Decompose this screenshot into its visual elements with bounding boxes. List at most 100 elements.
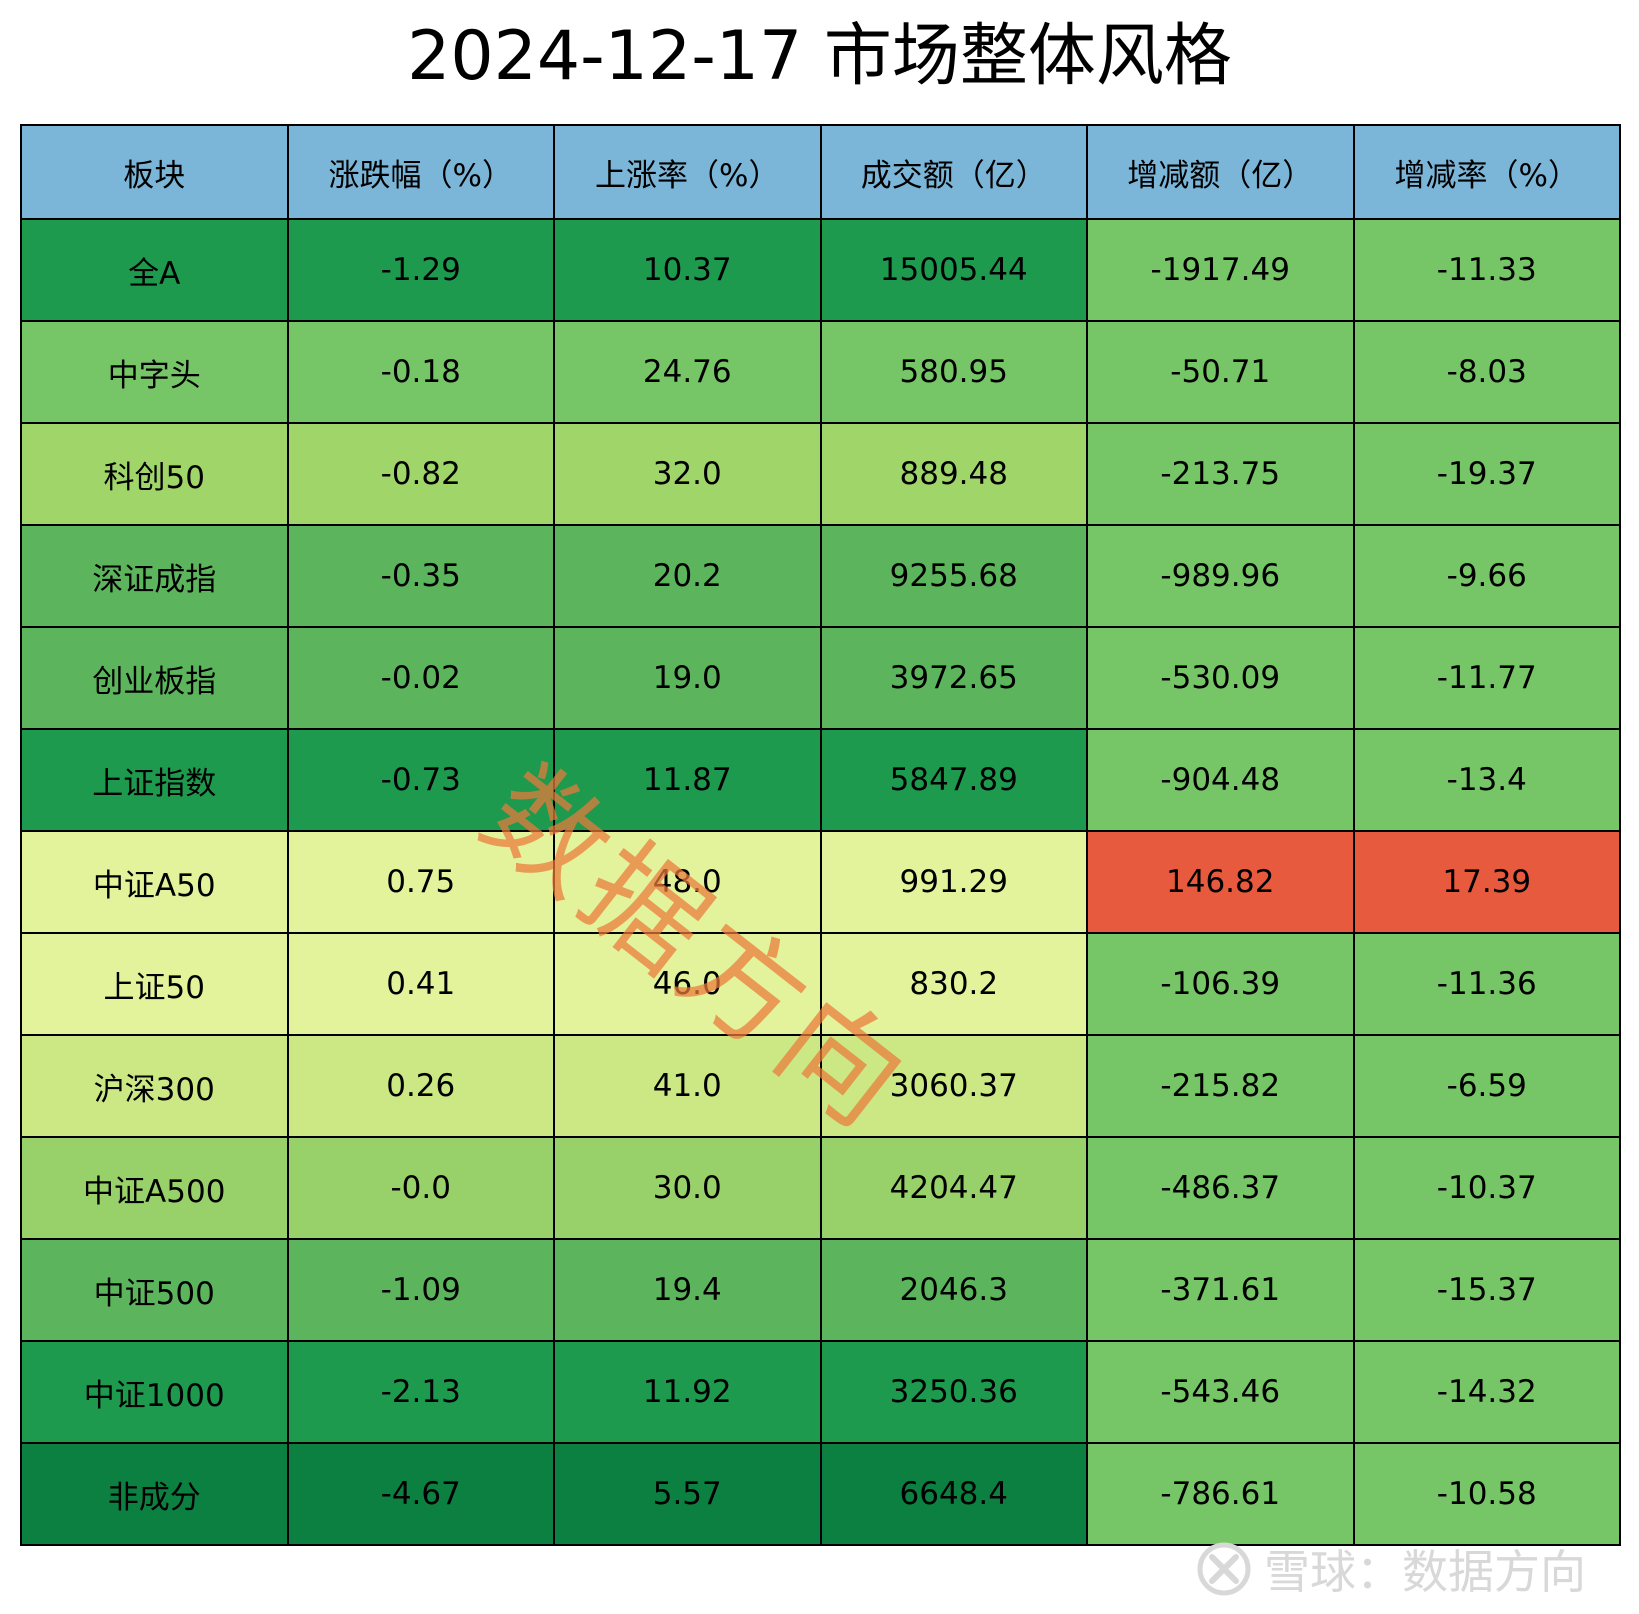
table-cell: -4.67 [286, 1442, 555, 1546]
table-cell: 146.82 [1086, 830, 1355, 934]
table-row: 深证成指 -0.35 20.2 9255.68 -989.96 -9.66 [20, 524, 1621, 628]
table-cell: 46.0 [553, 932, 822, 1036]
table-cell: 19.4 [553, 1238, 822, 1342]
table-cell: -8.03 [1352, 320, 1621, 424]
table-header-row: 板块 涨跌幅（%） 上涨率（%） 成交额（亿） 增减额（亿） 增减率（%） [20, 124, 1621, 220]
column-header-1: 涨跌幅（%） [286, 124, 555, 220]
table-body: 全A -1.29 10.37 15005.44 -1917.49 -11.33 中字头 -0.… [20, 218, 1621, 1546]
table-cell: -1.09 [286, 1238, 555, 1342]
table-cell: -989.96 [1086, 524, 1355, 628]
table-cell: -14.32 [1352, 1340, 1621, 1444]
table-cell: 3060.37 [819, 1034, 1088, 1138]
table-cell: 41.0 [553, 1034, 822, 1138]
row-label: 沪深300 [20, 1034, 289, 1138]
row-label: 上证50 [20, 932, 289, 1036]
table-cell: 2046.3 [819, 1238, 1088, 1342]
table-cell: -530.09 [1086, 626, 1355, 730]
row-label: 中字头 [20, 320, 289, 424]
table-cell: -0.73 [286, 728, 555, 832]
row-label: 中证A500 [20, 1136, 289, 1240]
table-cell: -10.37 [1352, 1136, 1621, 1240]
page-title: 2024-12-17 市场整体风格 [407, 17, 1232, 96]
brand-text: 雪球：数据方向 [1264, 1545, 1586, 1599]
table-cell: 5847.89 [819, 728, 1088, 832]
snowball-logo-icon [1196, 1541, 1252, 1597]
table-cell: -0.0 [286, 1136, 555, 1240]
table-cell: 0.75 [286, 830, 555, 934]
table-cell: -904.48 [1086, 728, 1355, 832]
table-row: 上证50 0.41 46.0 830.2 -106.39 -11.36 [20, 932, 1621, 1036]
table-cell: 5.57 [553, 1442, 822, 1546]
column-header-3: 成交额（亿） [819, 124, 1088, 220]
table-row: 中字头 -0.18 24.76 580.95 -50.71 -8.03 [20, 320, 1621, 424]
table-cell: -1917.49 [1086, 218, 1355, 322]
row-label: 上证指数 [20, 728, 289, 832]
table-cell: -6.59 [1352, 1034, 1621, 1138]
table-cell: -10.58 [1352, 1442, 1621, 1546]
table-cell: 3250.36 [819, 1340, 1088, 1444]
table-cell: 10.37 [553, 218, 822, 322]
table-cell: 24.76 [553, 320, 822, 424]
table-cell: -11.77 [1352, 626, 1621, 730]
table-cell: 15005.44 [819, 218, 1088, 322]
brand-footer: 雪球：数据方向 [1196, 1534, 1586, 1604]
table-cell: 0.26 [286, 1034, 555, 1138]
table-cell: -543.46 [1086, 1340, 1355, 1444]
table-cell: 11.92 [553, 1340, 822, 1444]
table-cell: -11.33 [1352, 218, 1621, 322]
table-cell: 830.2 [819, 932, 1088, 1036]
row-label: 深证成指 [20, 524, 289, 628]
table-cell: 991.29 [819, 830, 1088, 934]
table-cell: 6648.4 [819, 1442, 1088, 1546]
table-cell: -0.82 [286, 422, 555, 526]
table-row: 上证指数 -0.73 11.87 5847.89 -904.48 -13.4 [20, 728, 1621, 832]
table-cell: 9255.68 [819, 524, 1088, 628]
table-cell: -106.39 [1086, 932, 1355, 1036]
column-header-0: 板块 [20, 124, 289, 220]
row-label: 科创50 [20, 422, 289, 526]
table-cell: -50.71 [1086, 320, 1355, 424]
column-header-4: 增减额（亿） [1086, 124, 1355, 220]
table-cell: 4204.47 [819, 1136, 1088, 1240]
table-cell: 889.48 [819, 422, 1088, 526]
table-cell: 48.0 [553, 830, 822, 934]
table-cell: 3972.65 [819, 626, 1088, 730]
table-cell: -9.66 [1352, 524, 1621, 628]
row-label: 全A [20, 218, 289, 322]
table-cell: -0.18 [286, 320, 555, 424]
table-cell: -0.35 [286, 524, 555, 628]
column-header-5: 增减率（%） [1352, 124, 1621, 220]
table-cell: -215.82 [1086, 1034, 1355, 1138]
table-cell: -213.75 [1086, 422, 1355, 526]
table-cell: -11.36 [1352, 932, 1621, 1036]
row-label: 中证500 [20, 1238, 289, 1342]
table-cell: 17.39 [1352, 830, 1621, 934]
table-cell: 19.0 [553, 626, 822, 730]
row-label: 创业板指 [20, 626, 289, 730]
table-cell: 30.0 [553, 1136, 822, 1240]
table-cell: -0.02 [286, 626, 555, 730]
row-label: 中证1000 [20, 1340, 289, 1444]
row-label: 中证A50 [20, 830, 289, 934]
table-row: 中证A50 0.75 48.0 991.29 146.82 17.39 [20, 830, 1621, 934]
table-row: 中证500 -1.09 19.4 2046.3 -371.61 -15.37 [20, 1238, 1621, 1342]
table-row: 中证1000 -2.13 11.92 3250.36 -543.46 -14.32 [20, 1340, 1621, 1444]
table-cell: 0.41 [286, 932, 555, 1036]
table-cell: 20.2 [553, 524, 822, 628]
table-cell: 580.95 [819, 320, 1088, 424]
market-style-table: 板块 涨跌幅（%） 上涨率（%） 成交额（亿） 增减额（亿） 增减率（%） 全A -1.29… [20, 124, 1621, 1546]
table-cell: -15.37 [1352, 1238, 1621, 1342]
table-cell: -786.61 [1086, 1442, 1355, 1546]
table-row: 沪深300 0.26 41.0 3060.37 -215.82 -6.59 [20, 1034, 1621, 1138]
table-cell: -1.29 [286, 218, 555, 322]
table-row: 全A -1.29 10.37 15005.44 -1917.49 -11.33 [20, 218, 1621, 322]
table-row: 科创50 -0.82 32.0 889.48 -213.75 -19.37 [20, 422, 1621, 526]
table-cell: -19.37 [1352, 422, 1621, 526]
table-cell: -486.37 [1086, 1136, 1355, 1240]
table-row: 非成分 -4.67 5.57 6648.4 -786.61 -10.58 [20, 1442, 1621, 1546]
table-cell: -13.4 [1352, 728, 1621, 832]
column-header-2: 上涨率（%） [553, 124, 822, 220]
row-label: 非成分 [20, 1442, 289, 1546]
table-cell: 32.0 [553, 422, 822, 526]
table-cell: 11.87 [553, 728, 822, 832]
